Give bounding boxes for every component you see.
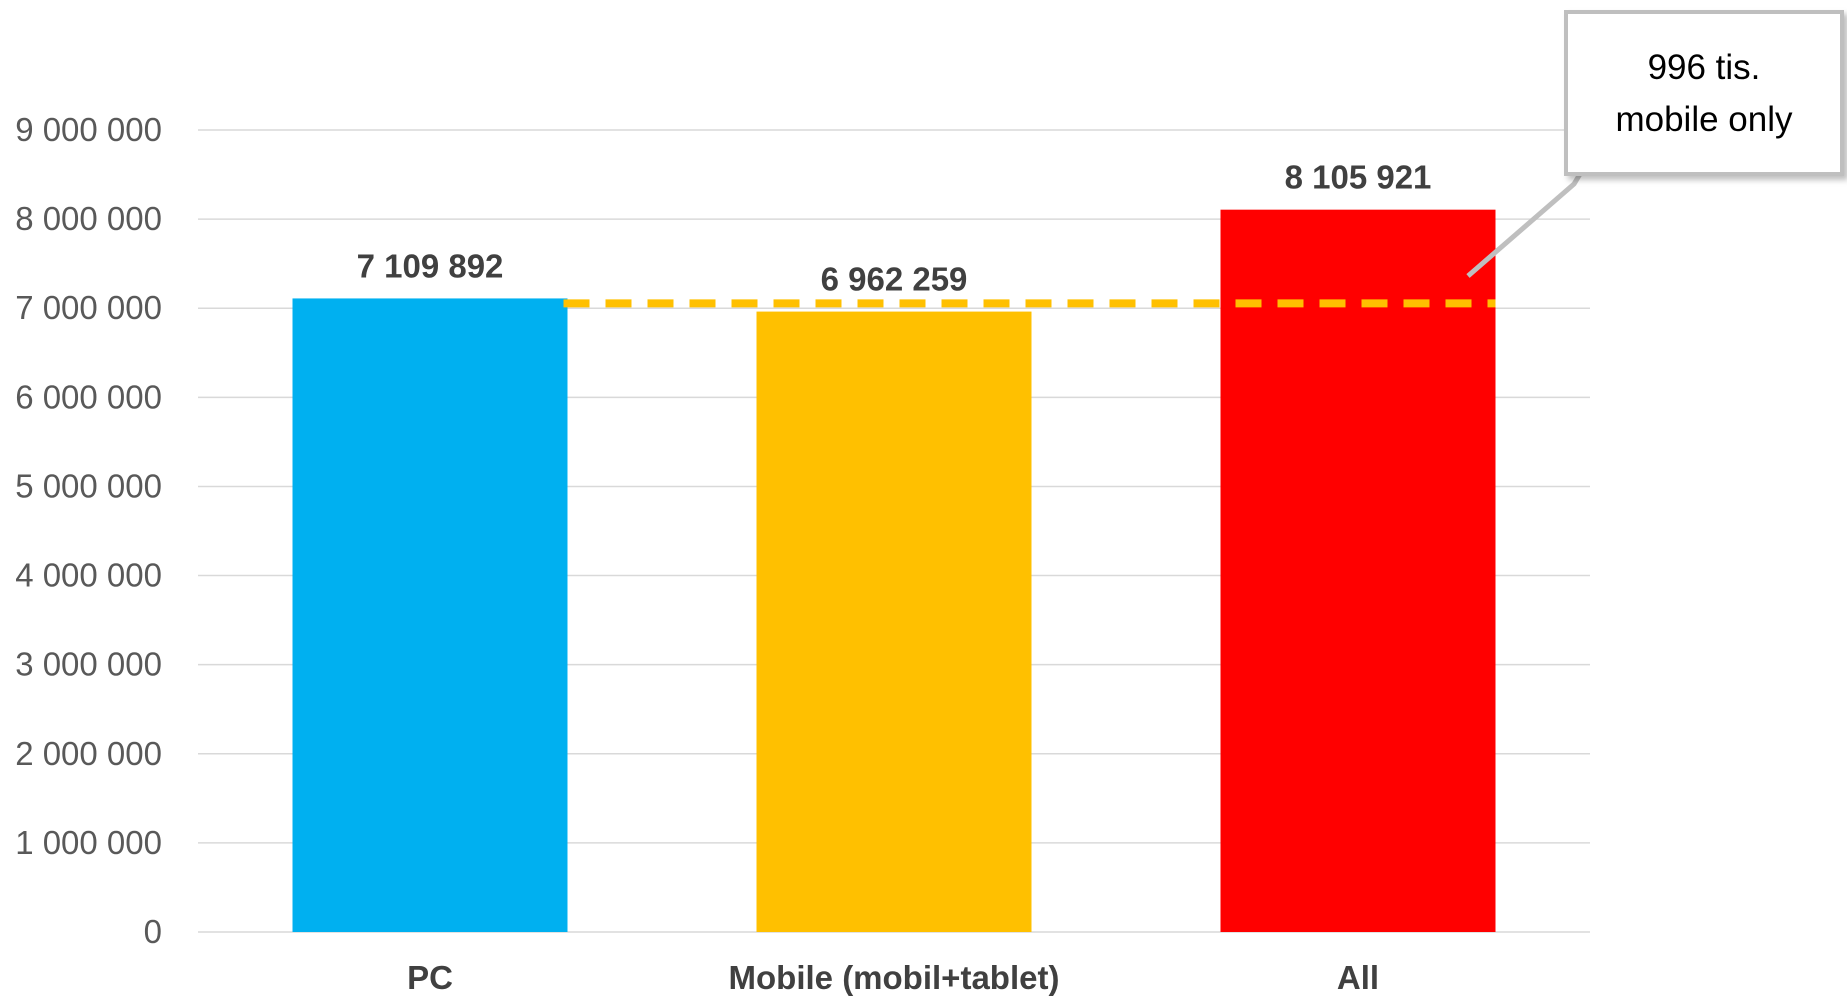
annotation-callout: 996 tis. mobile only [1466,10,1844,278]
y-tick-label: 4 000 000 [15,557,162,594]
callout-text-line: 996 tis. [1648,48,1761,87]
bar-1 [292,298,568,932]
y-tick-label: 1 000 000 [15,824,162,861]
x-tick-label: All [1337,959,1379,996]
y-tick-label: 5 000 000 [15,467,162,504]
y-tick-label: 9 000 000 [15,111,162,148]
y-tick-label: 3 000 000 [15,646,162,683]
bars [292,209,1496,933]
x-tick-label: Mobile (mobil+tablet) [729,959,1060,996]
data-label: 6 962 259 [821,261,968,298]
y-tick-label: 8 000 000 [15,200,162,237]
y-tick-label: 7 000 000 [15,289,162,326]
x-tick-label: PC [407,959,453,996]
x-axis-ticks: PC Mobile (mobil+tablet) All [407,959,1379,996]
data-labels: 7 109 892 6 962 259 8 105 921 [357,159,1432,298]
callout-box [1564,10,1844,176]
y-tick-label: 2 000 000 [15,735,162,772]
bar-2 [756,311,1032,933]
data-label: 8 105 921 [1285,159,1432,196]
y-axis-ticks: 0 1 000 000 2 000 000 3 000 000 4 000 000 5 0… [15,111,162,950]
bar-3 [1220,209,1496,933]
y-tick-label: 6 000 000 [15,378,162,415]
callout-text-line: mobile only [1615,100,1793,139]
y-tick-label: 0 [144,913,162,950]
data-label: 7 109 892 [357,247,504,284]
callout-leader [1466,172,1583,278]
